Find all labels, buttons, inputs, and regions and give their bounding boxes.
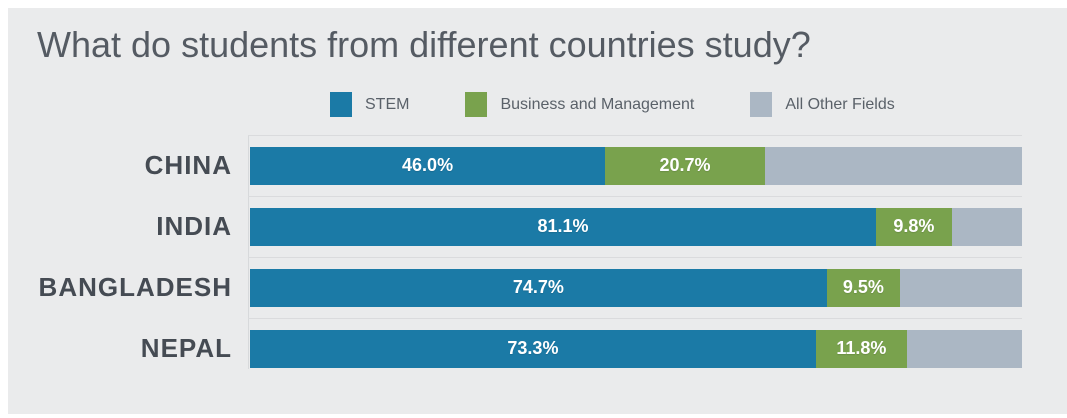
bar-segment-business: 9.5% (826, 268, 900, 307)
bar-value-label: 73.3% (507, 338, 559, 358)
chart-legend: STEM Business and Management All Other Fie… (330, 92, 895, 117)
chart-title: What do students from different countrie… (37, 24, 811, 65)
legend-label: Business and Management (500, 95, 695, 113)
bar-segment-stem: 81.1% (250, 207, 877, 246)
bar-segment-other (900, 268, 1022, 307)
category-label: CHINA (144, 150, 232, 180)
category-label: BANGLADESH (38, 272, 232, 302)
bar-segment-stem: 73.3% (250, 329, 816, 368)
legend-item-business: Business and Management (465, 92, 694, 117)
bar-value-label: 46.0% (402, 155, 454, 175)
chart-row-bangladesh: BANGLADESH 74.7% 9.5% (0, 257, 1022, 318)
bar-segment-other (951, 207, 1022, 246)
legend-label: STEM (365, 95, 410, 113)
bar-value-label: 11.8% (836, 338, 887, 358)
bar-value-label: 9.8% (893, 216, 935, 236)
bar-value-label: 81.1% (537, 216, 589, 236)
bar-value-label: 9.5% (842, 277, 884, 297)
bar-track: 81.1% 9.8% (250, 207, 1022, 246)
legend-swatch-business (465, 92, 488, 117)
bar-segment-stem: 46.0% (250, 146, 606, 185)
bar-value-label: 74.7% (512, 277, 564, 297)
category-label: INDIA (156, 211, 232, 241)
legend-swatch-stem (330, 92, 352, 117)
bar-value-label: 20.7% (659, 155, 711, 175)
bar-segment-business: 9.8% (876, 207, 952, 246)
bar-segment-stem: 74.7% (250, 268, 827, 307)
legend-label: All Other Fields (785, 95, 895, 113)
bar-segment-other (906, 329, 1022, 368)
chart-row-nepal: NEPAL 73.3% 11.8% (0, 318, 1022, 379)
bar-track: 73.3% 11.8% (250, 329, 1022, 368)
legend-swatch-other (750, 92, 773, 117)
stacked-bar-chart: CHINA 46.0% 20.7% INDIA 81.1% 9.8% BANGLADESH 7… (0, 135, 1022, 379)
chart-row-china: CHINA 46.0% 20.7% (0, 135, 1022, 196)
bar-segment-other (764, 146, 1022, 185)
bar-segment-business: 11.8% (815, 329, 907, 368)
chart-row-india: INDIA 81.1% 9.8% (0, 196, 1022, 257)
bar-track: 46.0% 20.7% (250, 146, 1022, 185)
category-label: NEPAL (140, 333, 232, 363)
legend-item-stem: STEM (330, 92, 409, 117)
legend-item-other: All Other Fields (750, 92, 895, 117)
bar-track: 74.7% 9.5% (250, 268, 1022, 307)
bar-segment-business: 20.7% (605, 146, 765, 185)
